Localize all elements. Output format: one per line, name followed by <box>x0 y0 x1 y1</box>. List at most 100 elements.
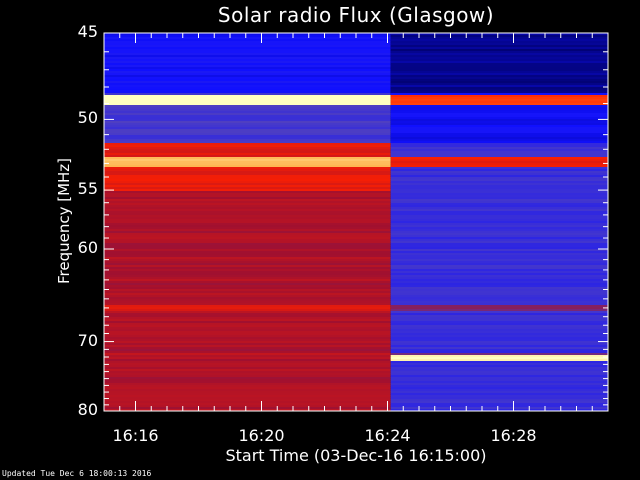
heatmap-cell <box>390 311 608 314</box>
heatmap-cell <box>390 335 608 338</box>
heatmap-cell <box>104 245 391 248</box>
heatmap-cell <box>390 95 608 98</box>
x-tick-label: 16:24 <box>364 426 411 445</box>
heatmap-cell <box>104 289 391 292</box>
heatmap-cell <box>104 243 391 246</box>
heatmap-cell <box>390 237 608 240</box>
heatmap-cell <box>390 49 608 52</box>
heatmap-cell <box>104 333 391 336</box>
heatmap-cell <box>104 313 391 316</box>
heatmap-cell <box>390 131 608 134</box>
heatmap-cell <box>104 157 391 160</box>
heatmap-cell <box>104 371 391 374</box>
heatmap-cell <box>390 145 608 148</box>
heatmap-cell <box>104 95 391 98</box>
heatmap-cell <box>104 325 391 328</box>
heatmap-cell <box>390 89 608 92</box>
heatmap-cell <box>104 339 391 342</box>
heatmap-cell <box>390 101 608 104</box>
heatmap-cell <box>390 77 608 80</box>
heatmap-cell <box>104 381 391 384</box>
heatmap-cell <box>390 229 608 232</box>
heatmap-cell <box>104 315 391 318</box>
heatmap-cell <box>390 367 608 370</box>
heatmap-cell <box>104 133 391 136</box>
heatmap-cell <box>104 37 391 40</box>
heatmap-cell <box>390 85 608 88</box>
heatmap-cell <box>104 249 391 252</box>
heatmap-cell <box>104 307 391 310</box>
heatmap-cell <box>104 79 391 82</box>
heatmap-cell <box>390 347 608 350</box>
heatmap-cell <box>390 305 608 308</box>
heatmap-cell <box>104 85 391 88</box>
heatmap-cell <box>104 297 391 300</box>
heatmap-cell <box>104 215 391 218</box>
heatmap-cell <box>390 317 608 320</box>
heatmap-cell <box>104 105 391 108</box>
heatmap-cell <box>104 373 391 376</box>
heatmap-cell <box>104 353 391 356</box>
heatmap-cell <box>104 239 391 242</box>
heatmap-cell <box>104 205 391 208</box>
heatmap-cell <box>390 319 608 322</box>
heatmap-cell <box>104 293 391 296</box>
heatmap-cell <box>390 121 608 124</box>
heatmap-cell <box>390 327 608 330</box>
heatmap-cell <box>390 247 608 250</box>
heatmap-cell <box>104 199 391 202</box>
heatmap-cell <box>390 325 608 328</box>
heatmap-cell <box>104 213 391 216</box>
heatmap-cell <box>390 61 608 64</box>
heatmap-cell <box>390 395 608 398</box>
heatmap-cell <box>104 305 391 308</box>
heatmap-cell <box>390 235 608 238</box>
heatmap-cell <box>104 63 391 66</box>
heatmap-cell <box>104 169 391 172</box>
heatmap-cell <box>390 139 608 142</box>
heatmap-cell <box>104 129 391 132</box>
heatmap-cell <box>104 211 391 214</box>
heatmap-cell <box>104 229 391 232</box>
heatmap-cell <box>390 337 608 340</box>
heatmap-cell <box>104 165 391 168</box>
heatmap-cell <box>104 109 391 112</box>
heatmap-cell <box>104 193 391 196</box>
heatmap-cell <box>390 159 608 162</box>
heatmap-cell <box>104 365 391 368</box>
heatmap-cell <box>390 243 608 246</box>
heatmap-cell <box>390 133 608 136</box>
heatmap-cell <box>390 103 608 106</box>
heatmap-cell <box>390 127 608 130</box>
heatmap-cell <box>390 361 608 364</box>
heatmap-cell <box>390 409 608 411</box>
heatmap-cell <box>104 51 391 54</box>
heatmap-cell <box>104 303 391 306</box>
heatmap-cell <box>390 275 608 278</box>
heatmap-cell <box>104 71 391 74</box>
heatmap-cell <box>104 401 391 404</box>
heatmap-cell <box>390 403 608 406</box>
heatmap-cell <box>390 259 608 262</box>
heatmap-cell <box>390 35 608 38</box>
heatmap-cell <box>390 107 608 110</box>
heatmap-cell <box>104 103 391 106</box>
heatmap-cell <box>104 219 391 222</box>
heatmap-cell <box>390 177 608 180</box>
heatmap-cell <box>390 393 608 396</box>
heatmap-cell <box>390 301 608 304</box>
heatmap-cell <box>390 153 608 156</box>
heatmap-cell <box>104 135 391 138</box>
heatmap-cell <box>104 387 391 390</box>
heatmap-cell <box>390 333 608 336</box>
heatmap-cell <box>390 81 608 84</box>
heatmap-cell <box>390 407 608 410</box>
heatmap-cell <box>104 181 391 184</box>
heatmap-cell <box>390 207 608 210</box>
heatmap-cell <box>390 199 608 202</box>
heatmap-cell <box>104 107 391 110</box>
heatmap-cell <box>104 43 391 46</box>
heatmap-cell <box>390 147 608 150</box>
heatmap-cell <box>104 137 391 140</box>
heatmap-cell <box>104 175 391 178</box>
